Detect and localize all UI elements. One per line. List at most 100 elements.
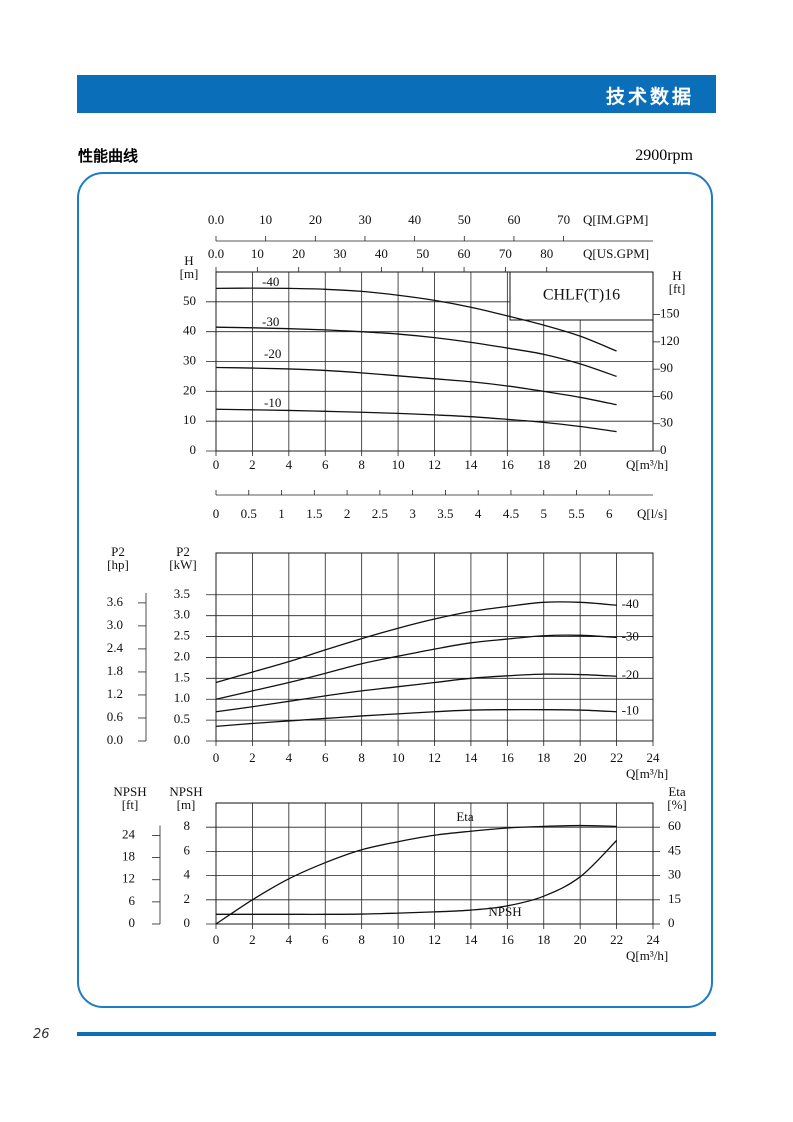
secondary-tick-label: 2.5 — [372, 506, 388, 521]
y2-tick-label: 150 — [660, 306, 680, 321]
x-tick-label: 6 — [322, 932, 329, 947]
x-tick-label: 2 — [249, 457, 256, 472]
axis-title: NPSH — [169, 784, 202, 799]
series-label: -10 — [622, 703, 639, 718]
axis-title: Q[l/s] — [637, 506, 667, 521]
y2-tick-label: 120 — [660, 333, 680, 348]
curve — [215, 601, 617, 684]
secondary-tick-label: 12 — [122, 871, 135, 886]
x-tick-label: 16 — [501, 932, 515, 947]
axis-title: [ft] — [669, 281, 686, 296]
secondary-tick-label: 0.5 — [241, 506, 257, 521]
y-tick-label: 0.5 — [174, 711, 190, 726]
x-tick-label: 14 — [464, 457, 478, 472]
header-bar: 技术数据 — [77, 75, 716, 113]
axis-title: [hp] — [107, 557, 129, 572]
curve — [215, 840, 618, 915]
curve — [215, 326, 617, 378]
section-title: 性能曲线 — [78, 147, 139, 165]
series-label: -20 — [264, 346, 281, 361]
secondary-tick-label: 1.2 — [107, 686, 123, 701]
series-label: NPSH — [488, 904, 521, 919]
axis-title: Q[US.GPM] — [583, 246, 649, 261]
x-tick-label: 6 — [322, 750, 329, 765]
secondary-tick-label: 18 — [122, 849, 135, 864]
secondary-tick-label: 70 — [557, 212, 570, 227]
model-label: CHLF(T)16 — [543, 287, 620, 304]
x-tick-label: 2 — [249, 932, 256, 947]
y-tick-label: 4 — [184, 867, 191, 882]
curve — [215, 708, 617, 728]
y-tick-label: 0 — [190, 442, 197, 457]
axis-title: Q[IM.GPM] — [583, 212, 648, 227]
page-number: 26 — [33, 1027, 50, 1042]
x-tick-label: 10 — [392, 932, 405, 947]
y2-tick-label: 15 — [668, 891, 681, 906]
speed: 2900rpm — [635, 147, 693, 164]
y2-tick-label: 30 — [660, 415, 673, 430]
secondary-tick-label: 3.0 — [107, 617, 123, 632]
y-tick-label: 6 — [184, 842, 191, 857]
x-tick-label: 20 — [574, 457, 587, 472]
x-tick-label: 4 — [286, 932, 293, 947]
axis-title: P2 — [111, 544, 125, 559]
curve — [215, 408, 617, 433]
axis-title: [kW] — [169, 557, 196, 572]
secondary-tick-label: 0.6 — [107, 709, 124, 724]
y-tick-label: 8 — [184, 818, 191, 833]
x-tick-label: 8 — [358, 457, 365, 472]
secondary-tick-label: 40 — [408, 212, 421, 227]
secondary-tick-label: 2.4 — [107, 640, 124, 655]
x-tick-label: 24 — [647, 932, 661, 947]
x-tick-label: 12 — [428, 750, 441, 765]
curve — [215, 287, 617, 352]
x-tick-label: 16 — [501, 457, 515, 472]
x-tick-label: 20 — [574, 750, 587, 765]
x-tick-label: 4 — [286, 457, 293, 472]
y-tick-label: 1.0 — [174, 690, 190, 705]
y-tick-label: 1.5 — [174, 669, 190, 684]
secondary-tick-label: 10 — [251, 246, 264, 261]
x-tick-label: 12 — [428, 932, 441, 947]
y2-tick-label: 0 — [668, 915, 675, 930]
x-tick-label: 0 — [213, 932, 220, 947]
axis-title: [%] — [667, 797, 687, 812]
secondary-tick-label: 30 — [334, 246, 347, 261]
y-tick-label: 20 — [183, 382, 196, 397]
x-tick-label: 6 — [322, 457, 329, 472]
x-tick-label: 8 — [358, 750, 365, 765]
y-tick-label: 40 — [183, 323, 196, 338]
secondary-tick-label: 40 — [375, 246, 388, 261]
secondary-tick-label: 1.8 — [107, 663, 123, 678]
curve — [215, 824, 617, 925]
x-axis-title: Q[m³/h] — [626, 948, 668, 963]
secondary-tick-label: 0.0 — [208, 246, 224, 261]
axis-title: P2 — [176, 544, 190, 559]
secondary-tick-label: 10 — [259, 212, 272, 227]
curve — [215, 366, 617, 406]
x-tick-label: 0 — [213, 750, 220, 765]
y-tick-label: 3.0 — [174, 607, 190, 622]
x-tick-label: 2 — [249, 750, 256, 765]
secondary-tick-label: 1.5 — [306, 506, 322, 521]
axis-title: H — [184, 253, 193, 268]
axis-title: [m] — [180, 266, 199, 281]
x-tick-label: 4 — [286, 750, 293, 765]
secondary-tick-label: 0 — [129, 915, 136, 930]
secondary-tick-label: 4.5 — [503, 506, 519, 521]
x-tick-label: 0 — [213, 457, 220, 472]
y2-tick-label: 45 — [668, 842, 681, 857]
y-tick-label: 3.5 — [174, 586, 190, 601]
x-tick-label: 18 — [537, 932, 550, 947]
y2-tick-label: 60 — [660, 387, 673, 402]
y2-tick-label: 0 — [660, 442, 667, 457]
x-tick-label: 18 — [537, 750, 550, 765]
secondary-tick-label: 5.5 — [568, 506, 584, 521]
x-axis-title: Q[m³/h] — [626, 457, 668, 472]
secondary-tick-label: 3.5 — [437, 506, 453, 521]
y2-tick-label: 60 — [668, 818, 681, 833]
y-tick-label: 2 — [184, 891, 191, 906]
secondary-tick-label: 50 — [458, 212, 471, 227]
